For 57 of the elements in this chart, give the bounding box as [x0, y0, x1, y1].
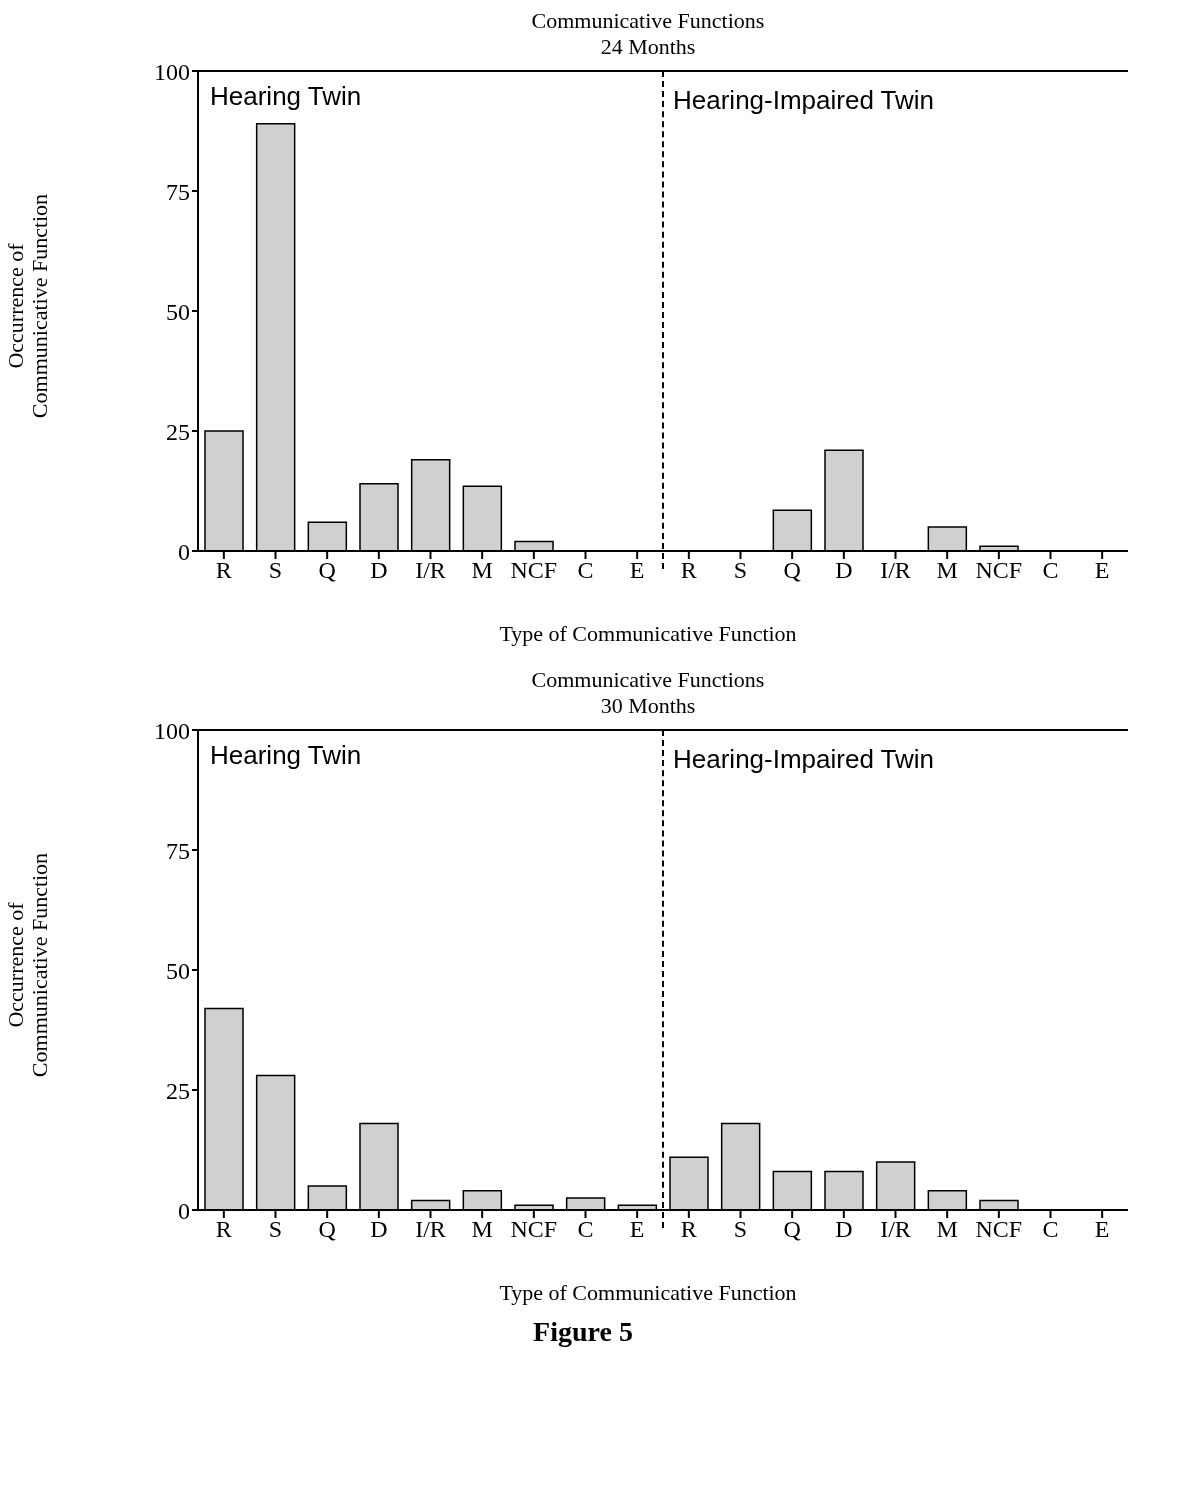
y-axis-title: Occurrence of Communicative Function — [2, 852, 53, 1077]
x-tick-label: E — [629, 1215, 645, 1242]
y-tick-label: 0 — [178, 538, 190, 565]
y-tick-label: 75 — [166, 837, 190, 864]
x-tick-label: R — [680, 556, 697, 583]
y-tick-label: 50 — [166, 957, 190, 984]
y-axis-title: Occurrence of Communicative Function — [2, 193, 53, 418]
x-tick-label: M — [936, 1215, 958, 1242]
x-tick-label: NCF — [510, 1215, 558, 1242]
x-tick-label: NCF — [975, 1215, 1023, 1242]
annotation: Hearing-Impaired Twin — [673, 743, 935, 775]
chart-title: Communicative Functions 24 Months — [531, 8, 765, 60]
chart-title: Communicative Functions 30 Months — [531, 666, 765, 719]
x-tick-label: I/R — [880, 1215, 911, 1242]
x-tick-label: Q — [783, 556, 801, 583]
caption: Figure 5 — [532, 1315, 634, 1348]
x-axis-title: Type of Communicative Function — [498, 620, 798, 647]
x-tick-label: R — [680, 1215, 697, 1242]
y-tick-label: 25 — [166, 1077, 190, 1104]
x-tick-label: D — [370, 1215, 388, 1242]
y-tick-label: 100 — [154, 58, 190, 85]
x-tick-label: D — [370, 556, 388, 583]
x-tick-label: Q — [318, 1215, 336, 1242]
x-tick-label: I/R — [415, 1215, 446, 1242]
x-tick-label: C — [1042, 556, 1059, 583]
x-tick-label: Q — [318, 556, 336, 583]
x-tick-label: M — [471, 556, 493, 583]
x-tick-label: C — [1042, 1215, 1059, 1242]
x-tick-label: D — [835, 1215, 853, 1242]
y-tick-label: 50 — [166, 298, 190, 325]
x-tick-label: NCF — [975, 556, 1023, 583]
y-tick-label: 100 — [154, 717, 190, 744]
x-tick-label: Q — [783, 1215, 801, 1242]
x-tick-label: S — [268, 1215, 283, 1242]
x-tick-label: R — [215, 1215, 232, 1242]
x-tick-label: D — [835, 556, 853, 583]
annotation: Hearing-Impaired Twin — [673, 84, 935, 116]
x-tick-label: C — [577, 556, 594, 583]
y-tick-label: 75 — [166, 178, 190, 205]
annotation: Hearing Twin — [210, 739, 362, 771]
y-tick-label: 25 — [166, 418, 190, 445]
x-tick-label: I/R — [880, 556, 911, 583]
x-tick-label: I/R — [415, 556, 446, 583]
x-tick-label: S — [733, 1215, 748, 1242]
x-tick-label: C — [577, 1215, 594, 1242]
x-tick-label: E — [1094, 1215, 1110, 1242]
x-tick-label: R — [215, 556, 232, 583]
x-tick-label: M — [936, 556, 958, 583]
x-axis-title: Type of Communicative Function — [498, 1279, 798, 1306]
x-tick-label: NCF — [510, 556, 558, 583]
x-tick-label: S — [733, 556, 748, 583]
y-tick-label: 0 — [178, 1197, 190, 1224]
x-tick-label: E — [1094, 556, 1110, 583]
x-tick-label: M — [471, 1215, 493, 1242]
annotation: Hearing Twin — [210, 80, 362, 112]
x-tick-label: E — [629, 556, 645, 583]
x-tick-label: S — [268, 556, 283, 583]
